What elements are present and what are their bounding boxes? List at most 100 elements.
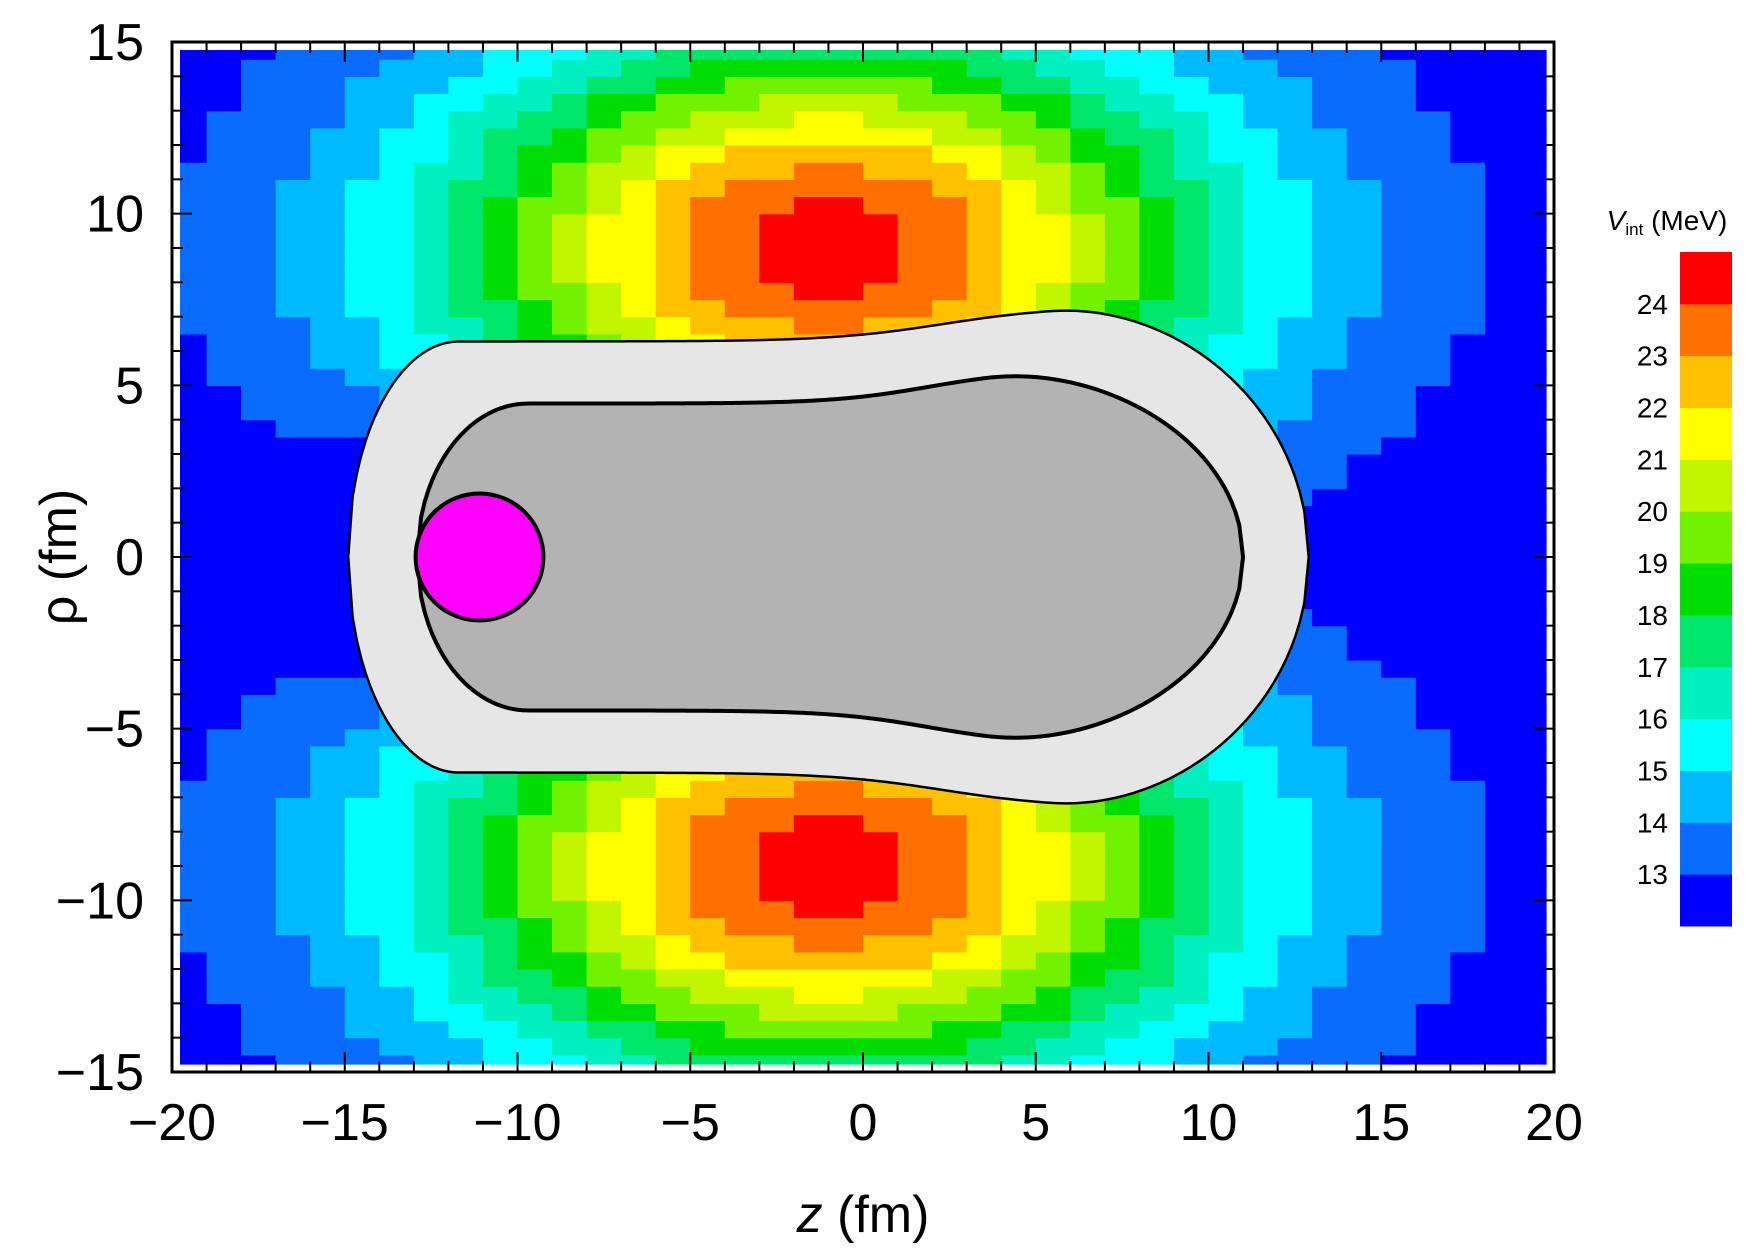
heatmap-cell xyxy=(1312,419,1348,438)
heatmap-cell xyxy=(1381,625,1417,644)
heatmap-cell xyxy=(828,934,864,953)
heatmap-cell xyxy=(1208,110,1244,129)
heatmap-cell xyxy=(1346,316,1382,335)
heatmap-cell xyxy=(1415,951,1451,970)
heatmap-cell xyxy=(206,419,242,438)
heatmap-cell xyxy=(863,848,899,867)
heatmap-cell xyxy=(1312,763,1348,781)
heatmap-cell xyxy=(206,368,242,386)
heatmap-cell xyxy=(1104,831,1140,850)
x-tick-label: −10 xyxy=(473,1094,561,1152)
heatmap-cell xyxy=(1346,93,1382,112)
heatmap-cell xyxy=(1035,50,1071,60)
heatmap-cell xyxy=(448,917,484,936)
heatmap-cell xyxy=(206,917,242,936)
heatmap-cell xyxy=(1208,917,1244,936)
heatmap-cell xyxy=(1450,522,1486,541)
heatmap-cell xyxy=(310,127,346,146)
heatmap-cell xyxy=(1001,230,1037,249)
colorbar-tick-label: 24 xyxy=(1637,289,1668,320)
heatmap-cell xyxy=(1519,282,1547,301)
heatmap-cell xyxy=(448,145,484,163)
heatmap-cell xyxy=(621,213,657,232)
heatmap-cell xyxy=(932,127,968,146)
heatmap-cell xyxy=(413,934,449,953)
heatmap-cell xyxy=(310,986,346,1004)
heatmap-cell xyxy=(621,282,657,301)
heatmap-cell xyxy=(310,608,346,627)
heatmap-cell xyxy=(413,299,449,318)
heatmap-cell xyxy=(932,196,968,215)
heatmap-cell xyxy=(1415,986,1451,1004)
heatmap-cell xyxy=(206,436,242,455)
heatmap-cell xyxy=(690,814,726,833)
heatmap-cell xyxy=(1381,642,1417,661)
heatmap-cell xyxy=(724,934,760,953)
heatmap-cell xyxy=(1415,50,1451,60)
heatmap-cell xyxy=(828,93,864,112)
heatmap-cell xyxy=(344,986,380,1004)
heatmap-cell xyxy=(413,1003,449,1022)
heatmap-cell xyxy=(724,50,760,60)
heatmap-cell xyxy=(1415,934,1451,953)
x-tick-label: 15 xyxy=(1352,1094,1410,1152)
heatmap-cell xyxy=(586,213,622,232)
heatmap-cell xyxy=(310,814,346,833)
heatmap-cell xyxy=(897,934,933,953)
heatmap-cell xyxy=(379,1020,415,1039)
heatmap-cell xyxy=(1001,1020,1037,1039)
heatmap-cell xyxy=(966,110,1002,129)
heatmap-cell xyxy=(413,196,449,215)
heatmap-cell xyxy=(1173,76,1210,95)
heatmap-cell xyxy=(1001,179,1037,198)
heatmap-cell xyxy=(897,917,933,936)
heatmap-cell xyxy=(1484,248,1521,266)
heatmap-cell xyxy=(932,900,968,919)
heatmap-cell xyxy=(1484,557,1521,575)
heatmap-cell xyxy=(180,934,208,953)
heatmap-cell xyxy=(586,230,622,249)
heatmap-cell xyxy=(552,127,588,146)
heatmap-cell xyxy=(1381,1003,1417,1022)
heatmap-cell xyxy=(690,969,726,987)
heatmap-cell xyxy=(482,179,519,198)
heatmap-cell xyxy=(966,299,1002,318)
heatmap-cell xyxy=(586,848,622,867)
heatmap-cell xyxy=(310,539,346,558)
heatmap-cell xyxy=(1346,969,1382,987)
heatmap-cell xyxy=(1415,454,1451,472)
heatmap-cell xyxy=(1173,986,1210,1004)
heatmap-cell xyxy=(1208,282,1244,301)
heatmap-cell xyxy=(1104,1054,1140,1065)
heatmap-cell xyxy=(586,145,622,163)
heatmap-cell xyxy=(1450,642,1486,661)
heatmap-cell xyxy=(275,1037,311,1056)
heatmap-cell xyxy=(621,866,657,884)
heatmap-cell xyxy=(1381,574,1417,592)
heatmap-cell xyxy=(655,780,691,798)
heatmap-cell xyxy=(448,900,484,919)
heatmap-cell xyxy=(966,848,1002,867)
heatmap-cell xyxy=(966,831,1002,850)
heatmap-cell xyxy=(1415,351,1451,369)
heatmap-cell xyxy=(1001,1054,1037,1065)
heatmap-cell xyxy=(206,694,242,713)
heatmap-cell xyxy=(1346,402,1382,421)
heatmap-cell xyxy=(275,265,311,283)
heatmap-cell xyxy=(1001,969,1037,987)
heatmap-cell xyxy=(759,1003,795,1022)
heatmap-cell xyxy=(1450,230,1486,249)
heatmap-cell xyxy=(310,368,346,386)
heatmap-cell xyxy=(1415,230,1451,249)
heatmap-cell xyxy=(1346,282,1382,301)
heatmap-cell xyxy=(1484,1020,1521,1039)
heatmap-cell xyxy=(180,248,208,266)
heatmap-cell xyxy=(1381,179,1417,198)
heatmap-cell xyxy=(1312,230,1348,249)
heatmap-cell xyxy=(690,1020,726,1039)
heatmap-cell xyxy=(344,368,380,386)
heatmap-cell xyxy=(517,145,553,163)
heatmap-cell xyxy=(621,1054,657,1065)
heatmap-cell xyxy=(180,814,208,833)
heatmap-cell xyxy=(344,763,380,781)
